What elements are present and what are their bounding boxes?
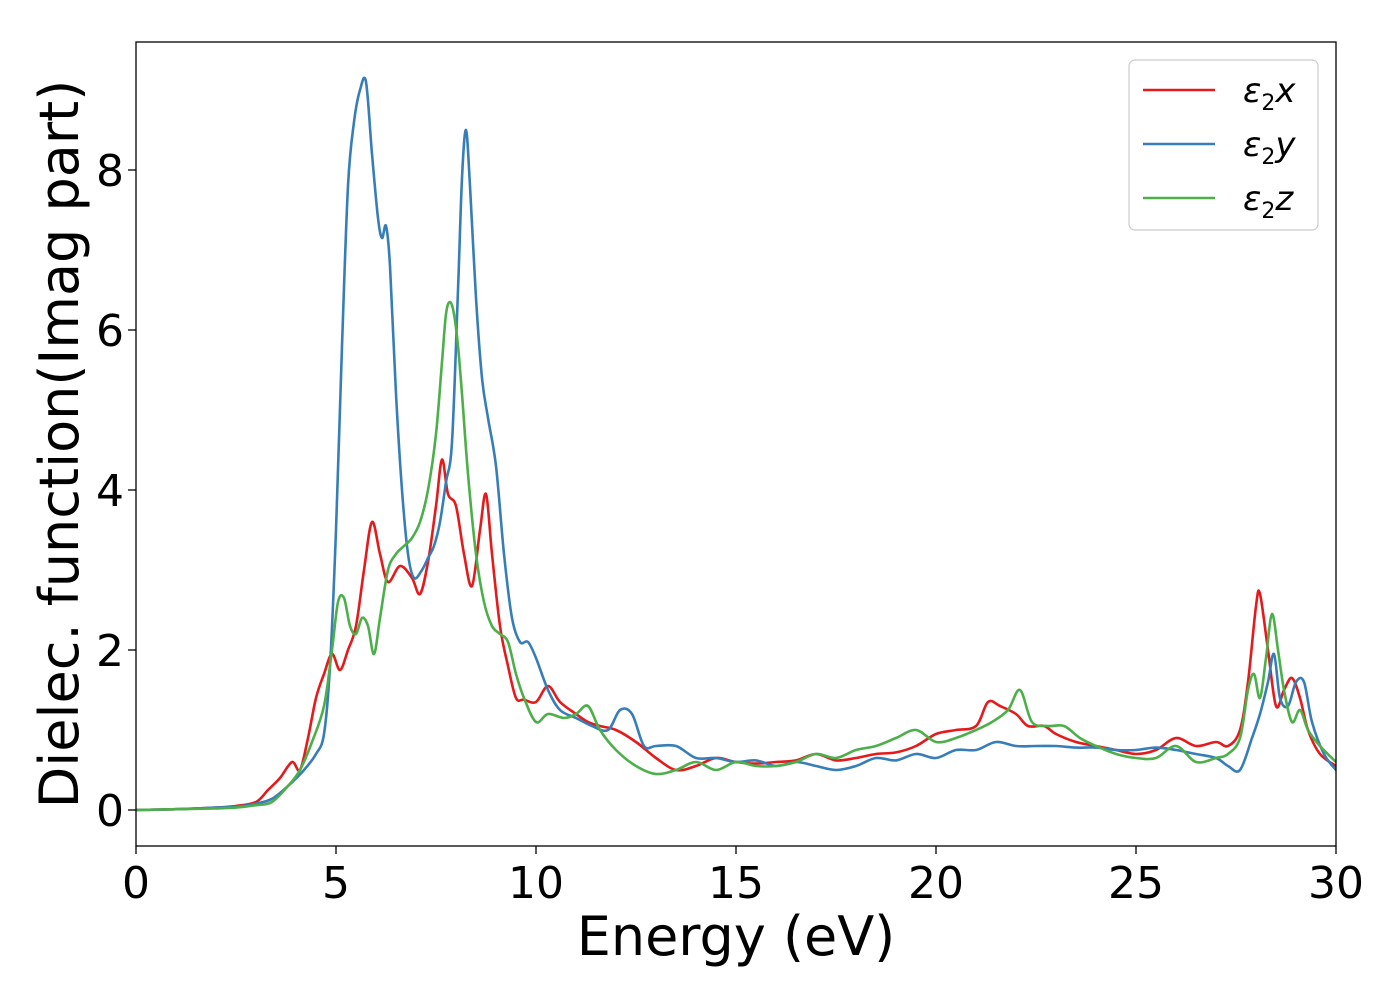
plot-layer	[136, 76, 1336, 812]
x-tick-label: 5	[322, 858, 350, 909]
legend: ε2x ε2y ε2z	[1128, 59, 1319, 231]
x-tick-label: 10	[508, 858, 564, 909]
y-tick-label: 8	[96, 146, 124, 197]
legend-label-z: ε2z	[1243, 179, 1294, 224]
y-axis-ticks: 0 2 4 6 8	[96, 146, 136, 837]
legend-items: ε2x ε2y ε2z	[1143, 71, 1296, 224]
legend-box	[1128, 59, 1319, 231]
y-tick-label: 0	[96, 786, 124, 837]
legend-label-y: ε2y	[1243, 125, 1296, 170]
series-line-y	[136, 76, 1336, 812]
y-tick-label: 2	[96, 626, 124, 677]
x-tick-label: 20	[908, 858, 964, 909]
x-tick-label: 25	[1108, 858, 1164, 909]
x-tick-label: 0	[122, 858, 150, 909]
x-axis-ticks: 0 5 10 15 20 25 30	[122, 846, 1364, 909]
x-tick-label: 15	[708, 858, 764, 909]
x-tick-label: 30	[1308, 858, 1364, 909]
y-axis-label: Dielec. function(Imag part)	[28, 80, 91, 809]
x-axis-label: Energy (eV)	[577, 905, 896, 968]
y-tick-label: 4	[96, 466, 124, 517]
legend-label-x: ε2x	[1243, 71, 1296, 116]
y-tick-label: 6	[96, 306, 124, 357]
series-line-z	[136, 300, 1336, 812]
